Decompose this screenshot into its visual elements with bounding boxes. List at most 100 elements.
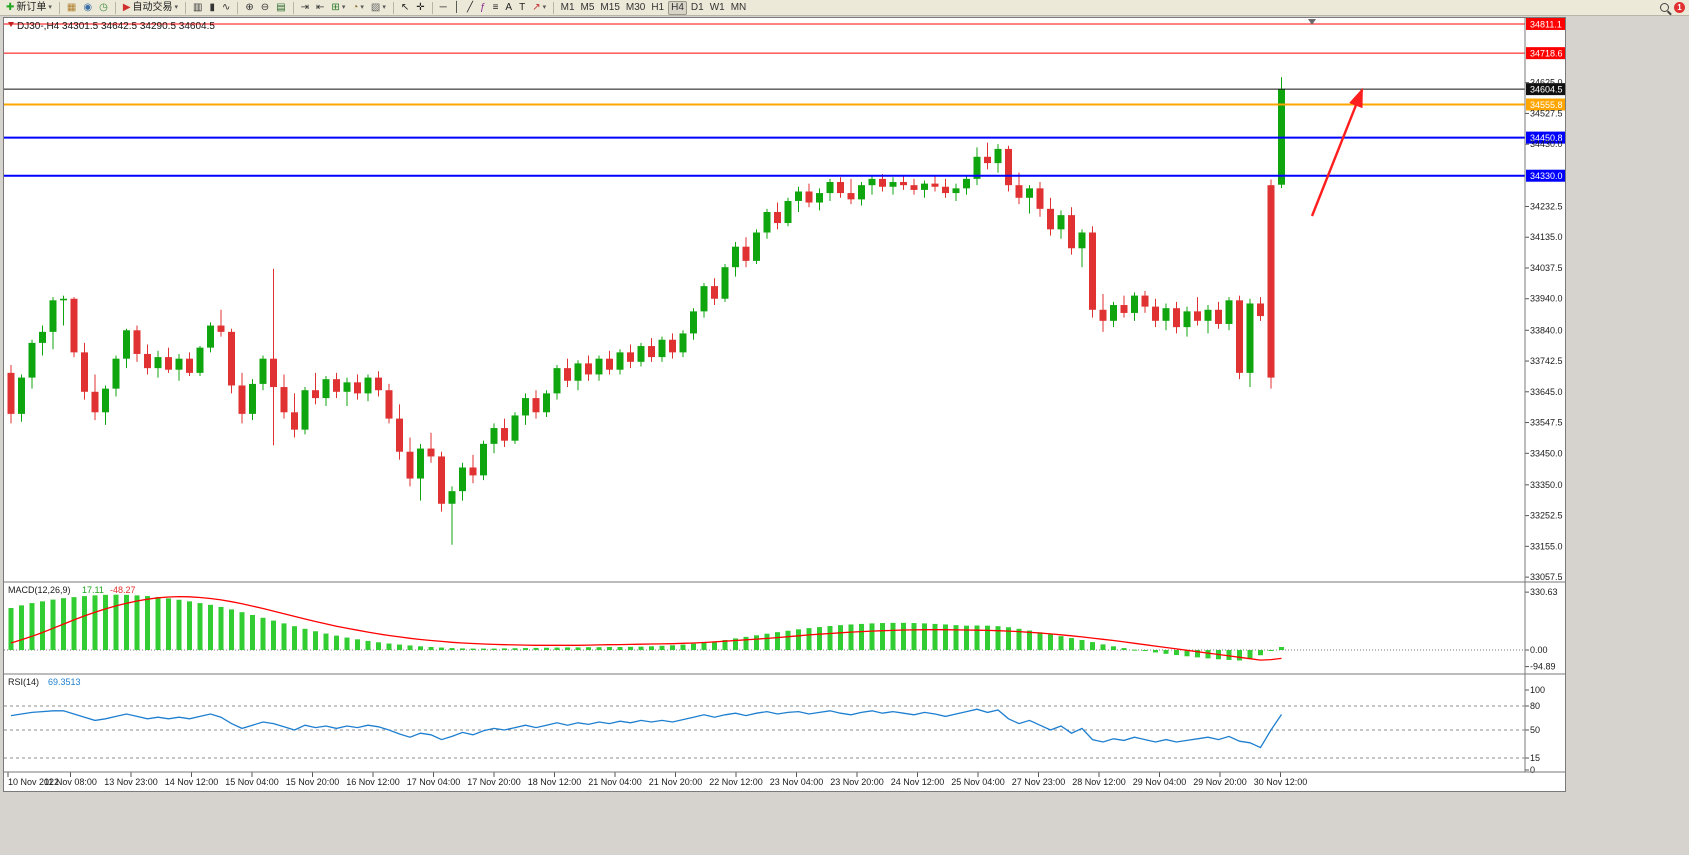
candle-bull [322,379,330,399]
candle-bear [312,390,319,399]
macd-histogram-bar [1163,649,1169,654]
macd-histogram-bar [733,638,738,650]
macd-histogram-bar [1006,627,1011,650]
timeframe-h1[interactable]: H1 [649,1,667,15]
profiles-icon: ◉ [83,1,93,13]
candle-chart-mode-button[interactable]: ▮ [207,1,219,15]
macd-histogram-bar [1027,630,1032,650]
hline-tool-button[interactable]: ─ [437,1,450,15]
arrows-tool-button[interactable]: ↗ ▾ [529,1,549,15]
trendline-tool-button[interactable]: ╱ [464,1,476,15]
candle-bear [669,339,676,353]
toolbar-separator [292,1,294,14]
candle-bear [585,363,592,375]
text-icon: A [505,1,513,13]
cursor-tool-button[interactable]: ↖ [398,1,412,15]
candle-bear [385,390,393,419]
macd-histogram-bar [911,623,917,650]
search-icon[interactable] [1660,3,1669,12]
macd-histogram-bar [449,648,455,650]
macd-value-main: 17.11 [82,585,104,595]
macd-histogram-bar [1090,642,1095,650]
line-chart-icon: ∿ [222,1,231,13]
candle-bear [648,346,655,358]
macd-histogram-bar [575,647,581,650]
macd-histogram-bar [743,636,749,650]
candle-bear [165,357,172,370]
candle-bear [270,358,277,388]
timeframe-d1-label: D1 [690,1,704,13]
timeframe-m1[interactable]: M1 [558,1,577,15]
timeframe-h4[interactable]: H4 [667,0,688,15]
macd-histogram-bar [701,642,707,650]
candle-bear [406,451,414,479]
charts-bar-button[interactable]: ▦ [64,1,79,15]
trend-arrow[interactable] [1310,87,1364,217]
candle-bear [1173,308,1180,328]
fibonacci-tool-button[interactable]: ƒ [477,1,489,15]
candle-bull [721,267,729,299]
macd-histogram-bar [943,624,948,650]
tile-windows-button[interactable]: ▤ [273,1,288,15]
macd-histogram-bar [1058,636,1064,650]
price-tick-label: 34135.0 [1530,232,1563,242]
auto-trading-button[interactable]: ▶ 自动交易 ▾ [120,1,181,15]
timeframe-m30[interactable]: M30 [623,1,647,15]
candle-bear [984,156,991,164]
chart-shift-button[interactable]: ⇤ [313,1,327,15]
zoom-out-icon: ⊖ [260,1,270,13]
candle-bull [952,188,960,194]
notification-badge[interactable]: 1 [1674,2,1685,13]
indicators-button[interactable]: ⊞ ▾ [328,1,348,15]
timeframe-mn[interactable]: MN [728,1,749,15]
macd-histogram-bar [113,594,119,650]
chart-shift-marker-icon [1308,19,1316,25]
chart-window-icon: ▦ [66,1,77,13]
timeframe-m15[interactable]: M15 [598,1,622,15]
macd-histogram-bar [82,596,87,650]
candle-bull [921,183,928,190]
toolbar-separator [553,1,555,14]
crosshair-tool-button[interactable]: ✛ [413,1,427,15]
timeframe-m5-label: M5 [580,1,595,13]
candle-bull [1162,308,1170,321]
macd-histogram-bar [344,637,350,650]
auto-scroll-button[interactable]: ⇥ [298,1,312,15]
macd-histogram-bar [281,623,287,650]
data-window-button[interactable]: ◷ [96,1,111,15]
candle-bull [459,467,466,492]
profiles-button[interactable]: ◉ [80,1,95,15]
text-tool-button[interactable]: A [502,1,515,15]
templates-button[interactable]: ▧ ▾ [368,1,389,15]
candle-bear [1267,185,1275,378]
zoom-in-button[interactable]: ⊕ [242,1,256,15]
timeframe-m5[interactable]: M5 [578,1,597,15]
new-order-button[interactable]: ✚ 新订单 ▾ [3,1,55,15]
candle-bull [49,300,57,332]
channels-tool-button[interactable]: ≡ [490,1,502,15]
label-tool-button[interactable]: T [516,1,528,15]
price-tick-label: 33840.0 [1530,325,1563,335]
candle-bear [1141,295,1149,307]
periods-button[interactable]: ◔ ▾ [349,1,367,15]
auto-trading-button-label: 自动交易 [132,1,173,13]
candle-bear [1215,309,1222,324]
candle-bull [868,178,876,186]
candle-bear [942,186,949,194]
candle-bear [1089,232,1096,310]
candle-bear [228,331,235,386]
macd-histogram-bar [124,594,129,650]
candle-bull [102,388,109,413]
zoom-out-button[interactable]: ⊖ [258,1,272,15]
timeframe-w1[interactable]: W1 [707,1,727,15]
candle-bull [1078,232,1086,249]
candle-bull [826,182,834,194]
candle-bear [627,352,634,362]
chart-canvas[interactable]: 34811.1 34718.6 34604.5 34555.8 34450.8 34330… [4,18,1565,791]
macd-histogram-bar [680,644,686,650]
timeframe-d1[interactable]: D1 [688,1,706,15]
bar-chart-mode-button[interactable]: ▥ [190,1,205,15]
line-chart-mode-button[interactable]: ∿ [219,1,233,15]
time-axis-label: 29 Nov 20:00 [1193,777,1247,787]
vline-tool-button[interactable]: │ [451,1,463,15]
